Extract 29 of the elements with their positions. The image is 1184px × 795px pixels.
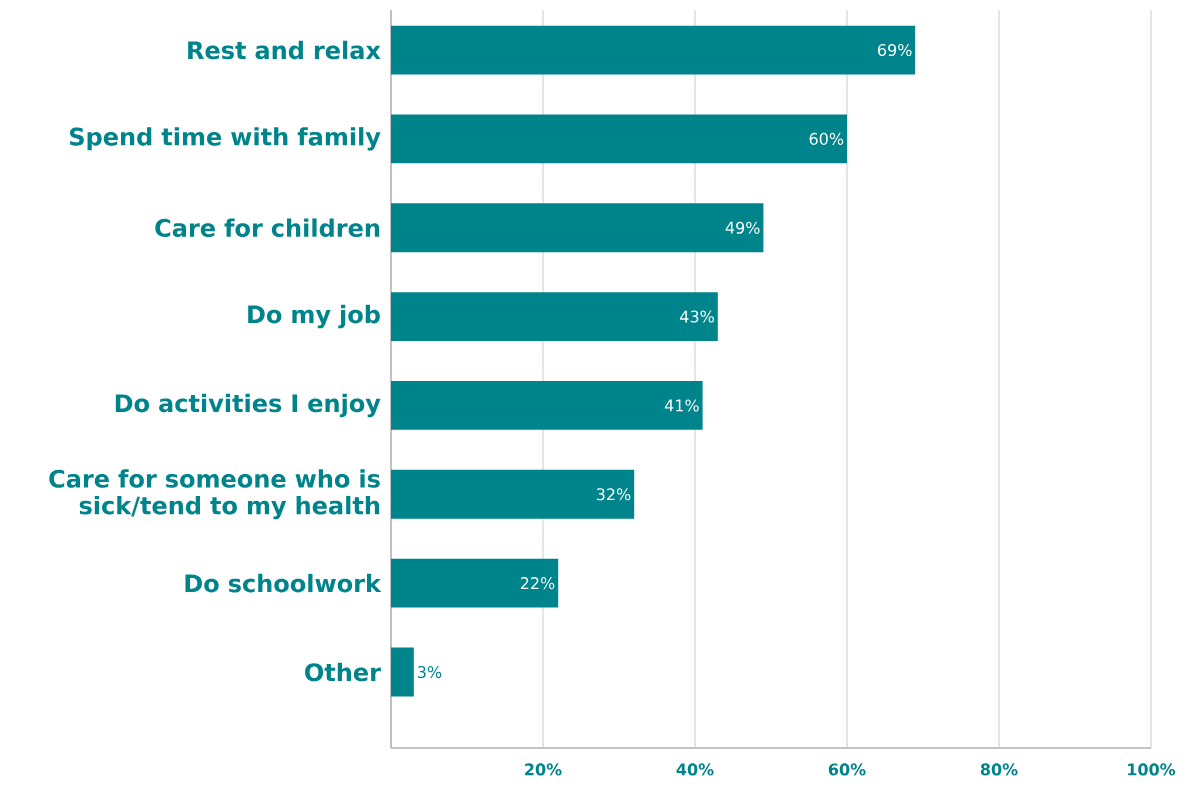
- y-tick-label: Rest and relax: [188, 40, 381, 60]
- data-label: 3%: [417, 665, 442, 679]
- bar: [391, 292, 718, 341]
- data-label: 69%: [878, 43, 912, 57]
- x-tick-label: 60%: [828, 763, 866, 776]
- data-label: 43%: [680, 310, 714, 323]
- y-tick-label: Do my job: [248, 304, 380, 329]
- bar: [391, 469, 635, 519]
- bar: [391, 558, 559, 608]
- data-label: 49%: [725, 221, 760, 234]
- data-label: 41%: [664, 399, 699, 412]
- bar: [391, 203, 764, 253]
- bar: [391, 114, 847, 164]
- data-label: 22%: [520, 577, 555, 590]
- x-tick-label: 80%: [980, 763, 1018, 776]
- bar: [391, 380, 703, 430]
- x-tick-label: 40%: [676, 763, 714, 776]
- x-tick-label: 100%: [1128, 763, 1176, 776]
- y-tick-label: Do schoolwork: [185, 573, 382, 593]
- y-tick-label: Spend time with family: [69, 127, 381, 151]
- x-tick-label: 20%: [525, 763, 562, 776]
- data-label: 60%: [809, 132, 844, 145]
- y-tick-label: Care for someone who is sick/tend to my health: [49, 469, 380, 520]
- bar: [391, 25, 916, 75]
- y-tick-label: Other: [305, 662, 381, 682]
- y-tick-label: Care for children: [155, 218, 380, 237]
- data-label: 32%: [596, 488, 631, 501]
- y-tick-label: Do activities I enjoy: [115, 393, 381, 418]
- bar: [391, 647, 414, 697]
